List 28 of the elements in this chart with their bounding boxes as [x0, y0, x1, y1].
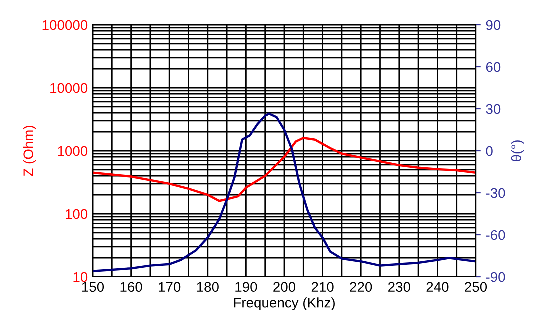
- x-tick-label: 160: [120, 282, 142, 292]
- line-series: [93, 137, 476, 202]
- line-series: [93, 112, 476, 273]
- y2-tick-label: 30: [486, 104, 501, 114]
- x-tick-label: 240: [426, 282, 449, 292]
- y-tick-label: 10: [74, 272, 88, 282]
- y-tick-label: 100: [66, 209, 88, 220]
- y2-axis-title: θ(°): [511, 140, 524, 162]
- x-tick-label: 230: [388, 282, 410, 292]
- x-tick-label: 220: [350, 282, 372, 292]
- x-tick-label: 250: [465, 282, 488, 292]
- x-tick-label: 190: [236, 282, 258, 292]
- y2-tick-label: -30: [486, 188, 506, 198]
- y2-tick-label: 90: [486, 20, 501, 30]
- y-tick-label: 1000: [58, 146, 88, 156]
- x-tick-label: 180: [197, 282, 219, 292]
- y2-tick-label: -60: [486, 230, 506, 240]
- x-tick-label: 200: [274, 282, 296, 292]
- y-tick-label: 10000: [50, 83, 88, 94]
- x-axis-title: Frequency (Khz): [234, 298, 335, 311]
- x-tick-label: 150: [82, 282, 104, 292]
- x-tick-label: 170: [159, 282, 181, 292]
- x-tick-label: 210: [312, 282, 334, 292]
- y2-tick-label: 0: [486, 146, 493, 156]
- y2-tick-label: 60: [486, 62, 501, 72]
- y-tick-label: 100000: [42, 20, 88, 30]
- y2-tick-label: -90: [486, 272, 506, 282]
- y-axis-title: Z (Ohm): [23, 126, 36, 176]
